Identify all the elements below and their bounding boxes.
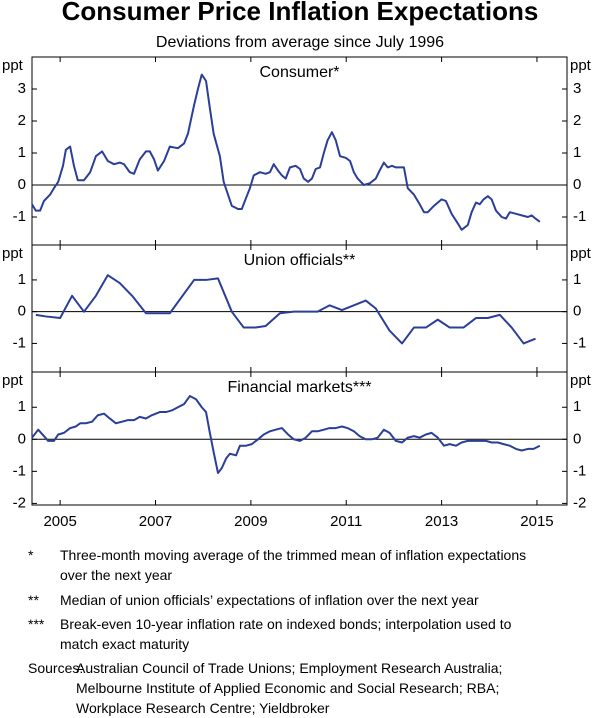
x-tick-label: 2009 bbox=[234, 513, 267, 530]
note: * Three-month moving average of the trim… bbox=[0, 545, 600, 585]
y-tick-label: 0 bbox=[18, 430, 26, 447]
data-line bbox=[31, 395, 541, 474]
note-marker: ** bbox=[28, 592, 39, 608]
note-text: Break-even 10-year inflation rate on ind… bbox=[60, 616, 512, 652]
y-tick-label: 1 bbox=[18, 271, 26, 288]
y-tick-label: 1 bbox=[18, 144, 26, 161]
y-unit: ppt bbox=[2, 245, 24, 262]
y2-tick-label: 1 bbox=[573, 271, 581, 288]
sources-text: Australian Council of Trade Unions; Empl… bbox=[76, 660, 503, 716]
note-text: Median of union officials’ expectations … bbox=[60, 592, 479, 608]
panel-title: Consumer* bbox=[259, 64, 339, 81]
note-marker: * bbox=[28, 547, 34, 563]
y-tick-label: -2 bbox=[13, 494, 26, 511]
y-tick-label: -1 bbox=[13, 334, 26, 351]
x-tick-label: 2015 bbox=[520, 513, 553, 530]
y2-unit: ppt bbox=[570, 245, 592, 262]
y2-tick-label: 1 bbox=[573, 144, 581, 161]
panel-frame bbox=[31, 371, 568, 506]
y2-tick-label: -1 bbox=[573, 462, 586, 479]
y2-unit: ppt bbox=[570, 57, 592, 74]
y-tick-label: 0 bbox=[18, 303, 26, 320]
y2-tick-label: 3 bbox=[573, 80, 581, 97]
y-tick-label: 1 bbox=[18, 398, 26, 415]
y-tick-label: 2 bbox=[18, 112, 26, 129]
y2-unit: ppt bbox=[570, 372, 592, 389]
data-line bbox=[35, 274, 536, 345]
y-tick-label: -1 bbox=[13, 208, 26, 225]
panel-frame bbox=[31, 56, 568, 246]
chart-title: Consumer Price Inflation Expectations bbox=[62, 0, 539, 26]
data-line bbox=[31, 73, 541, 231]
sources-label: Sources: bbox=[28, 660, 84, 676]
y2-tick-label: -1 bbox=[573, 208, 586, 225]
y-tick-label: -1 bbox=[13, 462, 26, 479]
note-marker: *** bbox=[28, 616, 45, 632]
note: ** Median of union officials’ expectatio… bbox=[0, 590, 600, 610]
y2-tick-label: 2 bbox=[573, 112, 581, 129]
y2-tick-label: 0 bbox=[573, 303, 581, 320]
y-unit: ppt bbox=[2, 372, 24, 389]
note-text: Three-month moving average of the trimme… bbox=[60, 547, 527, 583]
panel-title: Financial markets*** bbox=[227, 379, 371, 396]
chart-subtitle: Deviations from average since July 1996 bbox=[156, 34, 444, 51]
y2-tick-label: 0 bbox=[573, 176, 581, 193]
sources: Sources: Australian Council of Trade Uni… bbox=[0, 658, 600, 718]
x-tick-label: 2007 bbox=[139, 513, 172, 530]
x-tick-label: 2005 bbox=[43, 513, 76, 530]
chart: Consumer Price Inflation Expectations De… bbox=[2, 0, 592, 530]
note: *** Break-even 10-year inflation rate on… bbox=[0, 614, 600, 654]
panel-title: Union officials** bbox=[244, 252, 356, 269]
x-tick-label: 2013 bbox=[425, 513, 458, 530]
y2-tick-label: -2 bbox=[573, 494, 586, 511]
x-tick-label: 2011 bbox=[330, 513, 362, 530]
y-tick-label: 3 bbox=[18, 80, 26, 97]
y2-tick-label: -1 bbox=[573, 334, 586, 351]
y-tick-label: 0 bbox=[18, 176, 26, 193]
y-unit: ppt bbox=[2, 57, 24, 74]
y2-tick-label: 0 bbox=[573, 430, 581, 447]
y2-tick-label: 1 bbox=[573, 398, 581, 415]
